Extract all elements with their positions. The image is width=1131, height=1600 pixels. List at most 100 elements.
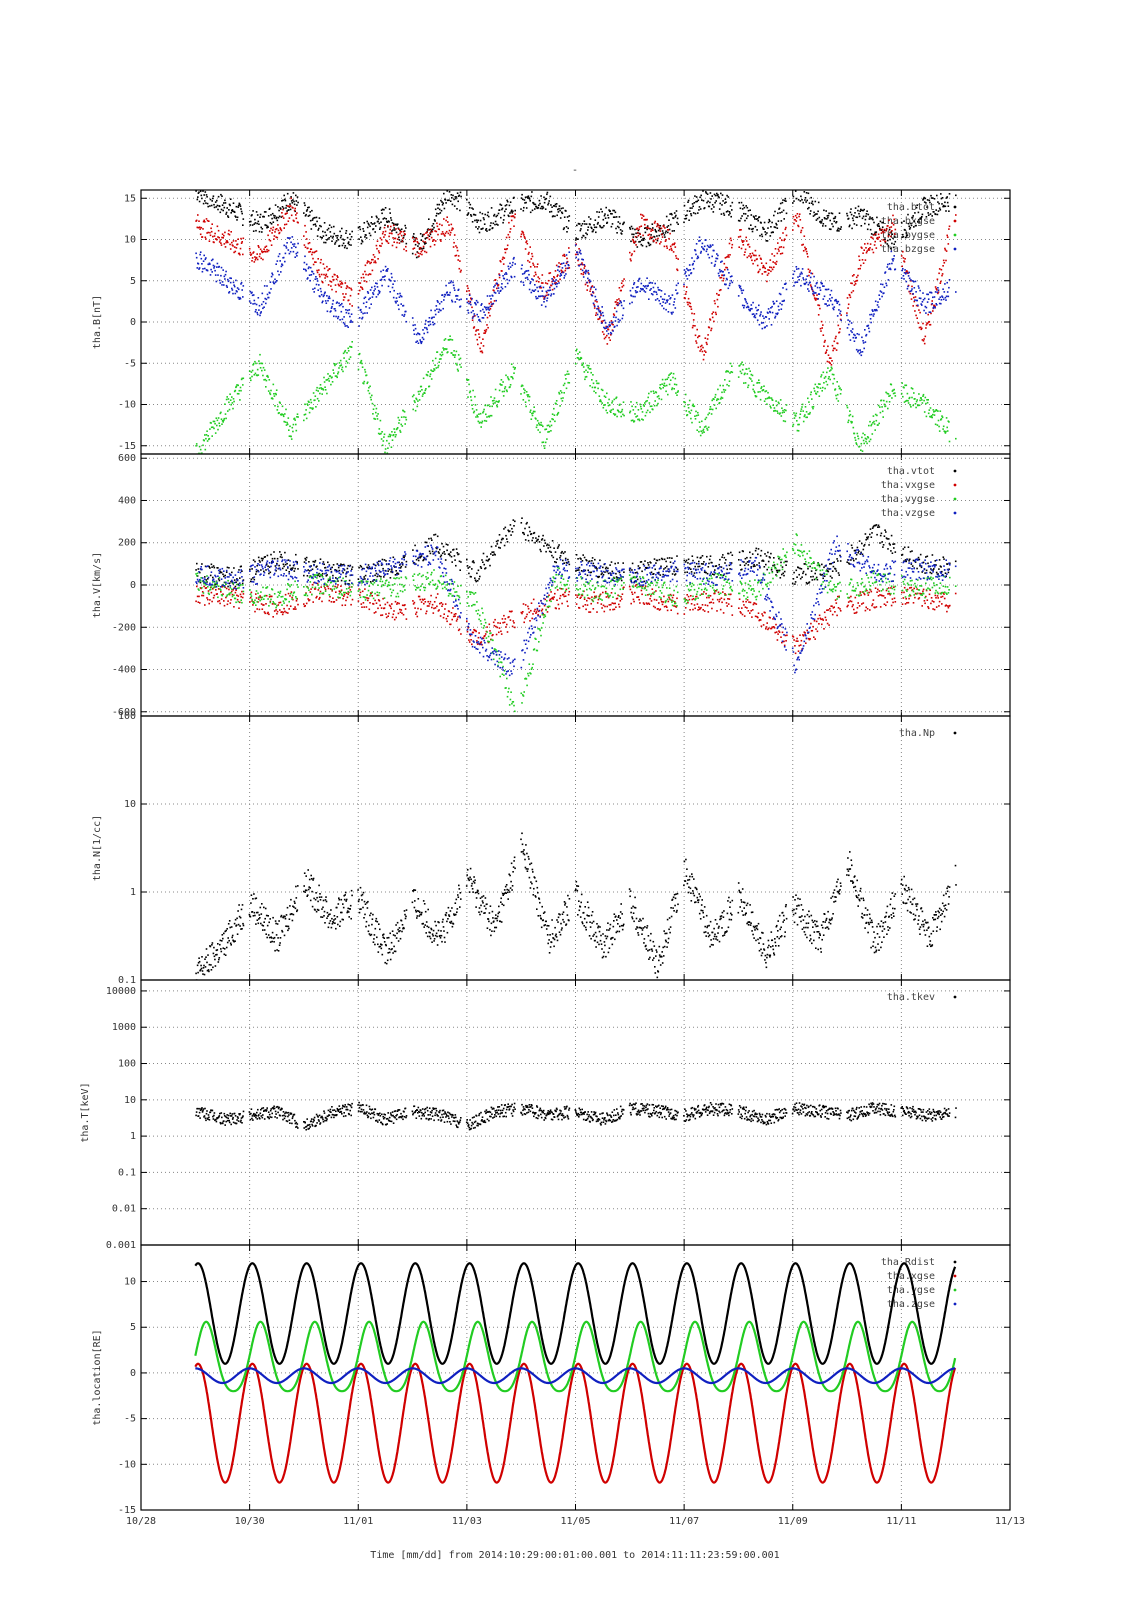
data-point — [707, 253, 709, 256]
data-point — [765, 262, 768, 265]
data-point — [509, 231, 511, 233]
data-point — [817, 201, 820, 204]
data-point — [281, 413, 283, 415]
data-point — [636, 227, 639, 230]
data-point — [459, 191, 462, 194]
data-point — [467, 396, 469, 398]
data-point — [351, 341, 353, 343]
data-point — [488, 309, 491, 311]
data-point — [426, 229, 429, 231]
data-point — [319, 392, 321, 395]
data-point — [726, 255, 729, 258]
data-point — [369, 225, 371, 228]
data-point — [894, 395, 897, 397]
data-point — [395, 231, 398, 234]
data-point — [235, 240, 237, 242]
data-point — [860, 449, 862, 451]
data-point — [704, 337, 707, 339]
data-point — [374, 231, 376, 233]
data-point — [945, 299, 947, 301]
data-point — [390, 434, 392, 436]
data-point — [205, 218, 208, 220]
data-point — [619, 319, 621, 322]
data-point — [918, 221, 921, 223]
data-point — [782, 232, 784, 234]
data-point — [239, 253, 241, 256]
data-point — [319, 224, 321, 227]
data-point — [561, 212, 564, 215]
data-point — [500, 379, 503, 381]
data-point — [714, 396, 716, 398]
data-point — [398, 296, 401, 298]
data-point — [313, 291, 315, 293]
data-point — [257, 556, 260, 559]
data-point — [713, 206, 715, 208]
data-point — [549, 420, 552, 423]
data-point — [225, 213, 227, 215]
data-point — [255, 229, 257, 232]
data-point — [214, 232, 216, 235]
data-point — [281, 264, 284, 266]
data-point — [631, 287, 634, 289]
data-point — [429, 228, 431, 231]
data-point — [629, 228, 632, 230]
data-point — [778, 292, 781, 295]
data-point — [774, 317, 776, 319]
data-point — [612, 413, 615, 415]
data-point — [683, 221, 685, 224]
data-point — [775, 224, 778, 226]
data-point — [265, 386, 267, 388]
data-point — [869, 318, 872, 320]
data-point — [583, 267, 586, 269]
data-point — [818, 304, 821, 307]
data-point — [666, 247, 668, 249]
data-point — [403, 248, 405, 251]
data-point — [661, 378, 664, 381]
data-point — [724, 257, 727, 259]
data-point — [429, 320, 431, 323]
data-point — [739, 207, 742, 210]
data-point — [781, 211, 783, 213]
data-point — [437, 207, 439, 209]
data-point — [534, 289, 537, 291]
data-point — [337, 372, 339, 375]
data-point — [943, 262, 946, 264]
data-point — [384, 207, 387, 209]
data-point — [751, 307, 753, 310]
data-point — [944, 201, 946, 204]
data-point — [524, 277, 527, 279]
data-point — [587, 226, 590, 228]
data-point — [388, 232, 391, 235]
data-point — [366, 220, 368, 223]
data-point — [727, 196, 730, 198]
data-point — [769, 259, 772, 261]
data-point — [852, 426, 855, 429]
data-point — [326, 239, 328, 241]
data-point — [629, 410, 632, 413]
data-point — [762, 226, 764, 229]
data-point — [731, 246, 733, 249]
data-point — [796, 420, 798, 422]
data-point — [281, 212, 283, 214]
data-point — [597, 318, 599, 321]
data-point — [748, 255, 750, 257]
data-point — [546, 424, 549, 427]
data-point — [509, 384, 512, 386]
data-point — [315, 276, 317, 278]
data-point — [645, 287, 648, 290]
data-point — [649, 227, 651, 230]
data-point — [254, 560, 256, 563]
data-point — [229, 198, 232, 200]
data-point — [211, 271, 213, 273]
data-point — [350, 287, 352, 290]
data-point — [846, 212, 848, 215]
data-point — [592, 302, 595, 305]
data-point — [588, 279, 591, 281]
data-point — [595, 392, 597, 394]
data-point — [672, 251, 675, 253]
data-point — [709, 246, 711, 249]
data-point — [451, 197, 453, 199]
data-point — [877, 233, 880, 236]
data-point — [770, 324, 773, 326]
data-point — [276, 219, 279, 222]
